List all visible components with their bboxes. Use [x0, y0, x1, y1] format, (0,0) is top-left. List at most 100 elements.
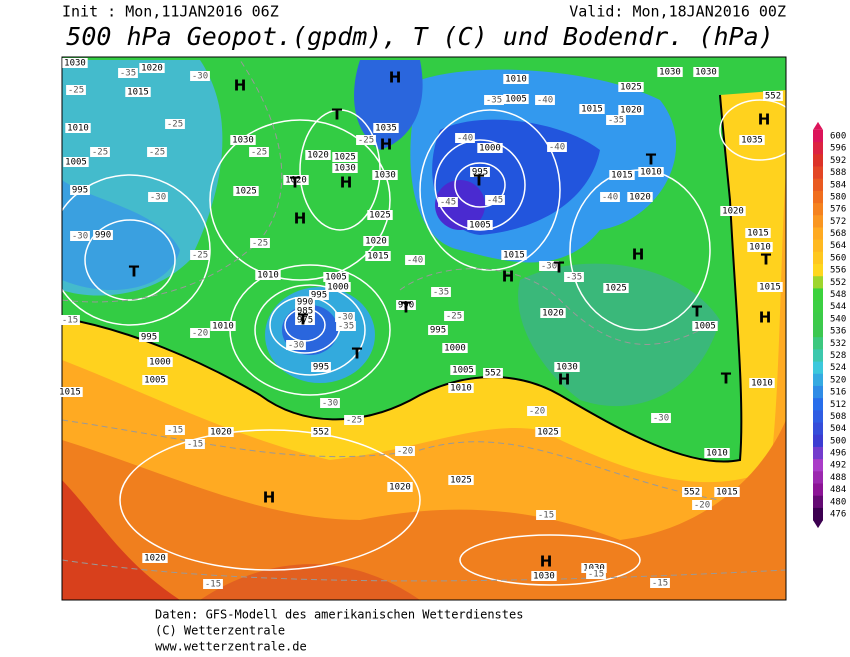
pressure-label: 1005: [469, 221, 491, 231]
pressure-label: 1000: [327, 283, 349, 293]
pressure-label-box: [387, 482, 413, 492]
temperature-label-box: [60, 315, 80, 325]
pressure-label: 1020: [141, 64, 163, 74]
pressure-label: 1030: [583, 564, 605, 574]
pressure-label-box: [531, 571, 557, 581]
high-marker: H: [540, 553, 553, 571]
pressure-label-box: [93, 230, 113, 240]
pressure-label: 1005: [694, 322, 716, 332]
pressure-label-box: [365, 251, 391, 261]
colorbar-swatch: [813, 264, 823, 277]
pressure-label-box: [363, 236, 389, 246]
colorbar-swatch: [813, 446, 823, 460]
pressure-label-box: [603, 283, 629, 293]
colorbar-label: 548: [830, 290, 846, 300]
high-marker: H: [263, 489, 276, 507]
colorbar-swatch: [813, 227, 823, 241]
geopotential-label-box: [311, 427, 331, 437]
pressure-label-box: [747, 242, 773, 252]
colorbar-label: 512: [830, 400, 846, 410]
pressure-label-box: [323, 272, 349, 282]
pressure-label-box: [295, 306, 315, 316]
temperature-label: -30: [653, 414, 669, 424]
pressure-label: 1010: [450, 384, 472, 394]
temperature-label-box: [249, 147, 269, 157]
colorbar-swatch: [813, 178, 823, 192]
temperature-label-box: [90, 147, 110, 157]
pressure-label-box: [372, 170, 398, 180]
pressure-label: 1015: [759, 283, 781, 293]
temperature-label: -25: [149, 148, 165, 158]
pressure-label-box: [739, 135, 765, 145]
pressure-label: 1030: [232, 136, 254, 146]
title: 500 hPa Geopot.(gpdm), T (C) und Bodendr…: [66, 22, 773, 51]
temperature-label: -35: [120, 69, 136, 79]
colorbar-swatch: [813, 495, 823, 509]
colorbar-label: 584: [830, 180, 846, 190]
temperature-label-box: [190, 250, 210, 260]
colorbar-label: 536: [830, 327, 846, 337]
pressure-label: 1035: [741, 136, 763, 146]
temperature-label-box: [444, 311, 464, 321]
pressure-label-box: [450, 365, 476, 375]
colorbar-swatch: [813, 215, 823, 228]
pressure-label-box: [618, 105, 644, 115]
temperature-label: -35: [433, 288, 449, 298]
temperature-label-box: [536, 510, 556, 520]
colorbar-label: 568: [830, 229, 846, 239]
temperature-label: -45: [487, 196, 503, 206]
colorbar-label: 576: [830, 205, 846, 215]
temperature-label-box: [286, 340, 306, 350]
temperature-label-box: [485, 195, 505, 205]
temperature-label-box: [250, 238, 270, 248]
temperature-label: -20: [694, 501, 710, 511]
high-marker: H: [632, 246, 645, 264]
pressure-label-box: [618, 82, 644, 92]
temperature-label: -15: [205, 580, 221, 590]
pressure-label: 1020: [285, 176, 307, 186]
pressure-label-box: [396, 300, 416, 310]
temperature-label: -25: [358, 136, 374, 146]
pressure-label: 1010: [751, 379, 773, 389]
temperature-label: -20: [397, 447, 413, 457]
temperature-label-box: [190, 71, 210, 81]
pressure-label: 1020: [620, 106, 642, 116]
geopotential-label: 552: [485, 369, 501, 379]
temperature-label: -15: [588, 570, 604, 580]
temperature-label: -25: [92, 148, 108, 158]
pressure-label-box: [208, 427, 234, 437]
colorbar-label: 488: [830, 473, 846, 483]
colorbar-swatch: [813, 190, 823, 204]
pressure-label-box: [332, 163, 358, 173]
pressure-label-box: [540, 308, 566, 318]
colorbar-swatch: [813, 325, 823, 338]
pressure-label-box: [62, 58, 88, 68]
geopotential-label-box: [483, 368, 503, 378]
pressure-label: 1025: [537, 428, 559, 438]
temperature-label-box: [600, 192, 620, 202]
colorbar-label: 524: [830, 363, 846, 373]
temperature-label-box: [527, 406, 547, 416]
pressure-label-box: [142, 375, 168, 385]
pressure-label-box: [501, 250, 527, 260]
temperature-label: -15: [652, 579, 668, 589]
low-marker: T: [646, 151, 657, 169]
temperature-label: -30: [288, 341, 304, 351]
temperature-label-box: [203, 579, 223, 589]
colorbar-swatch: [813, 251, 823, 265]
pressure-label-box: [714, 487, 740, 497]
pressure-label-box: [295, 297, 315, 307]
temperature-label: -40: [457, 134, 473, 144]
pressure-label-box: [139, 332, 159, 342]
low-marker: T: [298, 311, 309, 329]
low-marker: T: [129, 263, 140, 281]
colorbar-label: 492: [830, 461, 846, 471]
colorbar-label: 600: [830, 132, 846, 142]
high-marker: H: [502, 268, 515, 286]
pressure-label: 1010: [67, 124, 89, 134]
colorbar-label: 528: [830, 351, 846, 361]
colorbar-swatch: [813, 434, 823, 448]
colorbar-swatch: [813, 471, 823, 485]
pressure-label: 1030: [556, 363, 578, 373]
pressure-label-box: [535, 427, 561, 437]
